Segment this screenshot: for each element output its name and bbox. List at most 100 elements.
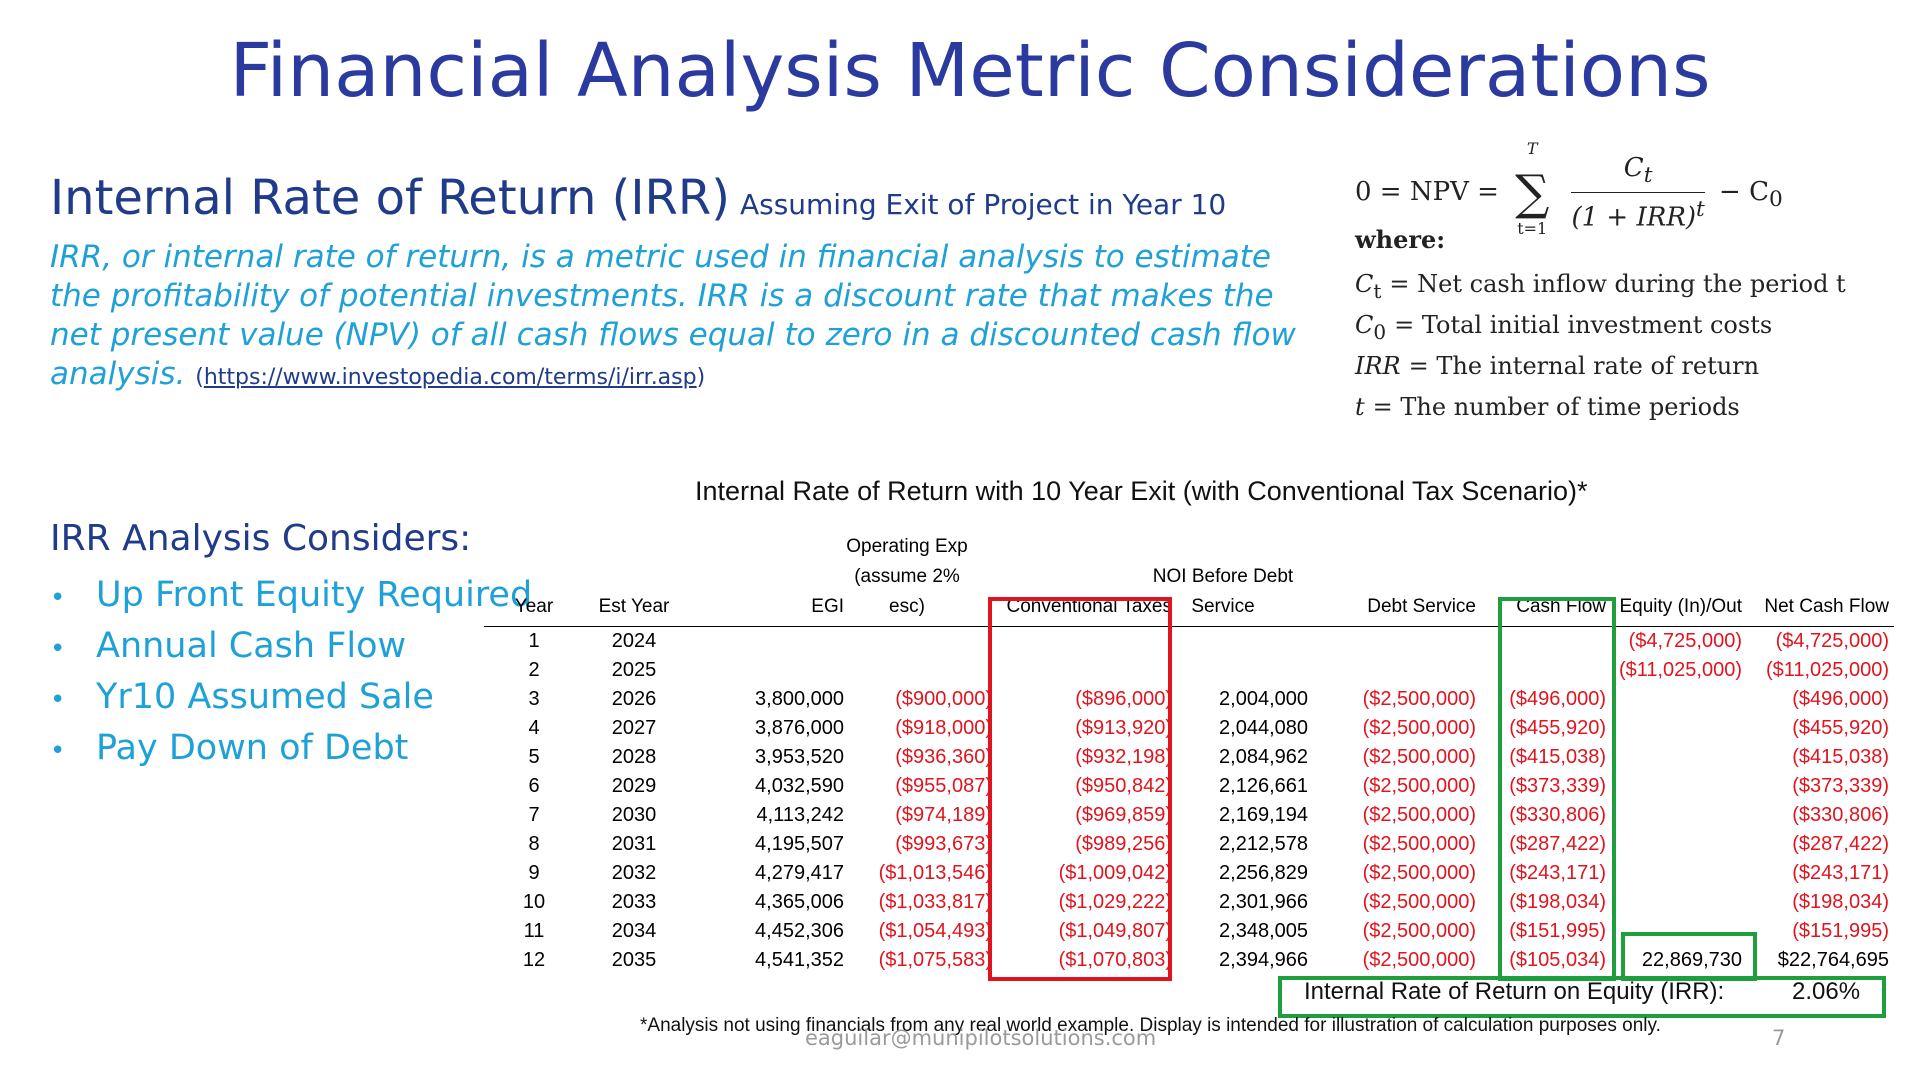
cash-flow-highlight — [1498, 597, 1616, 981]
cell-operating-exp: ($1,054,493) — [878, 920, 992, 942]
definition-text: = The number of time periods — [1372, 393, 1740, 421]
cell-year: 11 — [523, 920, 545, 942]
bullet-icon: • — [50, 736, 66, 766]
header-equity: Equity (In)/Out — [1619, 596, 1743, 617]
sigma-lower: t=1 — [1517, 218, 1548, 238]
header-cash-flow: Cash Flow — [1516, 596, 1606, 617]
cell-cash-flow: ($415,038) — [1509, 746, 1606, 768]
denominator-text: (1 + IRR) — [1571, 202, 1697, 233]
cell-est-year: 2031 — [611, 833, 657, 855]
cell-conventional-taxes: ($1,049,807) — [1058, 920, 1172, 942]
cell-egi: 4,113,242 — [756, 804, 845, 826]
irr-source-link[interactable]: https://www.investopedia.com/terms/i/irr… — [203, 365, 697, 390]
irr-heading: Internal Rate of Return (IRR) Assuming Ex… — [50, 170, 1226, 226]
cell-est-year: 2034 — [611, 920, 657, 942]
cell-cash-flow: ($105,034) — [1509, 949, 1606, 971]
cell-net-cash-flow: ($455,920) — [1792, 717, 1889, 739]
definition-symbol: C — [1355, 311, 1374, 339]
cell-cash-flow: ($330,806) — [1509, 804, 1606, 826]
cell-debt-service: ($2,500,000) — [1362, 717, 1476, 739]
bullet-icon: • — [50, 685, 66, 715]
header-net-cash-flow: Net Cash Flow — [1764, 596, 1889, 617]
cell-egi: 3,800,000 — [755, 688, 844, 710]
cell-net-cash-flow: ($4,725,000) — [1775, 630, 1889, 652]
rhs-sub: 0 — [1768, 187, 1783, 213]
cell-egi: 4,195,507 — [755, 833, 844, 855]
cell-year: 5 — [528, 746, 540, 768]
formula-definition: C0 = Total initial investment costs — [1355, 311, 1772, 344]
cell-net-cash-flow: ($373,339) — [1792, 775, 1889, 797]
considers-heading: IRR Analysis Considers: — [50, 518, 472, 559]
considers-list: • Up Front Equity Required • Annual Cash Fl… — [50, 570, 532, 774]
denominator-sup: t — [1696, 197, 1705, 223]
cell-conventional-taxes: ($1,029,222) — [1058, 891, 1172, 913]
cell-noi: 2,394,966 — [1219, 949, 1308, 971]
considers-item-text: Pay Down of Debt — [96, 728, 409, 768]
irr-description-text: IRR, or internal rate of return, is a me… — [50, 239, 1296, 392]
cell-conventional-taxes: ($932,198) — [1075, 746, 1172, 768]
considers-item: • Yr10 Assumed Sale — [50, 672, 532, 723]
considers-item-text: Up Front Equity Required — [96, 575, 533, 615]
cell-operating-exp: ($955,087) — [895, 775, 992, 797]
cell-noi: 2,126,661 — [1219, 775, 1308, 797]
cell-cash-flow: ($287,422) — [1509, 833, 1606, 855]
cell-est-year: 2026 — [611, 688, 657, 710]
cell-est-year: 2024 — [611, 630, 657, 652]
sigma-symbol: ∑ — [1515, 164, 1550, 221]
table-title: Internal Rate of Return with 10 Year Exi… — [695, 476, 1588, 506]
sigma-upper: T — [1526, 138, 1538, 158]
cell-cash-flow: ($455,920) — [1509, 717, 1606, 739]
cell-noi: 2,212,578 — [1219, 833, 1308, 855]
conventional-taxes-highlight — [988, 597, 1172, 981]
cell-operating-exp: ($1,075,583) — [878, 949, 992, 971]
formula-definition: t = The number of time periods — [1355, 393, 1740, 426]
cell-operating-exp: ($918,000) — [895, 717, 992, 739]
numerator-sub: t — [1643, 163, 1653, 189]
cell-noi: 2,004,000 — [1219, 688, 1308, 710]
where-label: where: — [1355, 225, 1446, 254]
cell-noi: 2,084,962 — [1219, 746, 1308, 768]
cell-debt-service: ($2,500,000) — [1362, 891, 1476, 913]
irr-source-close: ) — [696, 365, 706, 390]
cell-year: 6 — [528, 775, 540, 797]
header-operating-exp: (assume 2% — [854, 566, 960, 587]
cell-debt-service: ($2,500,000) — [1362, 804, 1476, 826]
cell-noi: 2,301,966 — [1219, 891, 1308, 913]
cell-conventional-taxes: ($950,842) — [1075, 775, 1172, 797]
cell-year: 3 — [528, 688, 540, 710]
considers-item: • Pay Down of Debt — [50, 723, 532, 774]
cell-net-cash-flow: ($243,171) — [1792, 862, 1889, 884]
cell-noi: 2,348,005 — [1219, 920, 1308, 942]
definition-symbol: t — [1355, 393, 1365, 421]
cell-operating-exp: ($936,360) — [895, 746, 992, 768]
cell-cash-flow: ($243,171) — [1509, 862, 1606, 884]
cell-conventional-taxes: ($1,009,042) — [1058, 862, 1172, 884]
cell-debt-service: ($2,500,000) — [1362, 920, 1476, 942]
cell-operating-exp: ($974,189) — [895, 804, 992, 826]
considers-item: • Annual Cash Flow — [50, 621, 532, 672]
formula-definition: IRR = The internal rate of return — [1355, 352, 1759, 385]
definition-text: = Net cash inflow during the period t — [1389, 270, 1846, 298]
header-noi: Service — [1191, 596, 1255, 617]
fraction-numerator: Ct — [1571, 153, 1705, 194]
cell-egi: 4,032,590 — [755, 775, 844, 797]
cell-noi: 2,044,080 — [1219, 717, 1308, 739]
rhs-text: − C — [1719, 176, 1769, 207]
cell-equity: ($11,025,000) — [1618, 659, 1742, 681]
cell-operating-exp: ($993,673) — [895, 833, 992, 855]
cell-net-cash-flow: ($415,038) — [1792, 746, 1889, 768]
definition-text: = The internal rate of return — [1408, 352, 1760, 380]
cell-operating-exp: ($1,033,817) — [878, 891, 992, 913]
cell-equity: ($4,725,000) — [1628, 630, 1742, 652]
header-est-year: Est Year — [598, 596, 670, 617]
cell-cash-flow: ($151,995) — [1509, 920, 1606, 942]
cell-net-cash-flow: ($198,034) — [1792, 891, 1889, 913]
numerator-symbol: C — [1623, 153, 1644, 183]
cell-year: 8 — [528, 833, 540, 855]
cell-noi: 2,256,829 — [1219, 862, 1308, 884]
irr-description: IRR, or internal rate of return, is a me… — [50, 238, 1330, 397]
definition-symbol: C — [1355, 270, 1374, 298]
npv-equation: 0 = NPV = T ∑ t=1 Ct (1 + IRR)t − C0 — [1355, 139, 1783, 238]
cell-debt-service: ($2,500,000) — [1362, 949, 1476, 971]
cell-est-year: 2033 — [611, 891, 657, 913]
